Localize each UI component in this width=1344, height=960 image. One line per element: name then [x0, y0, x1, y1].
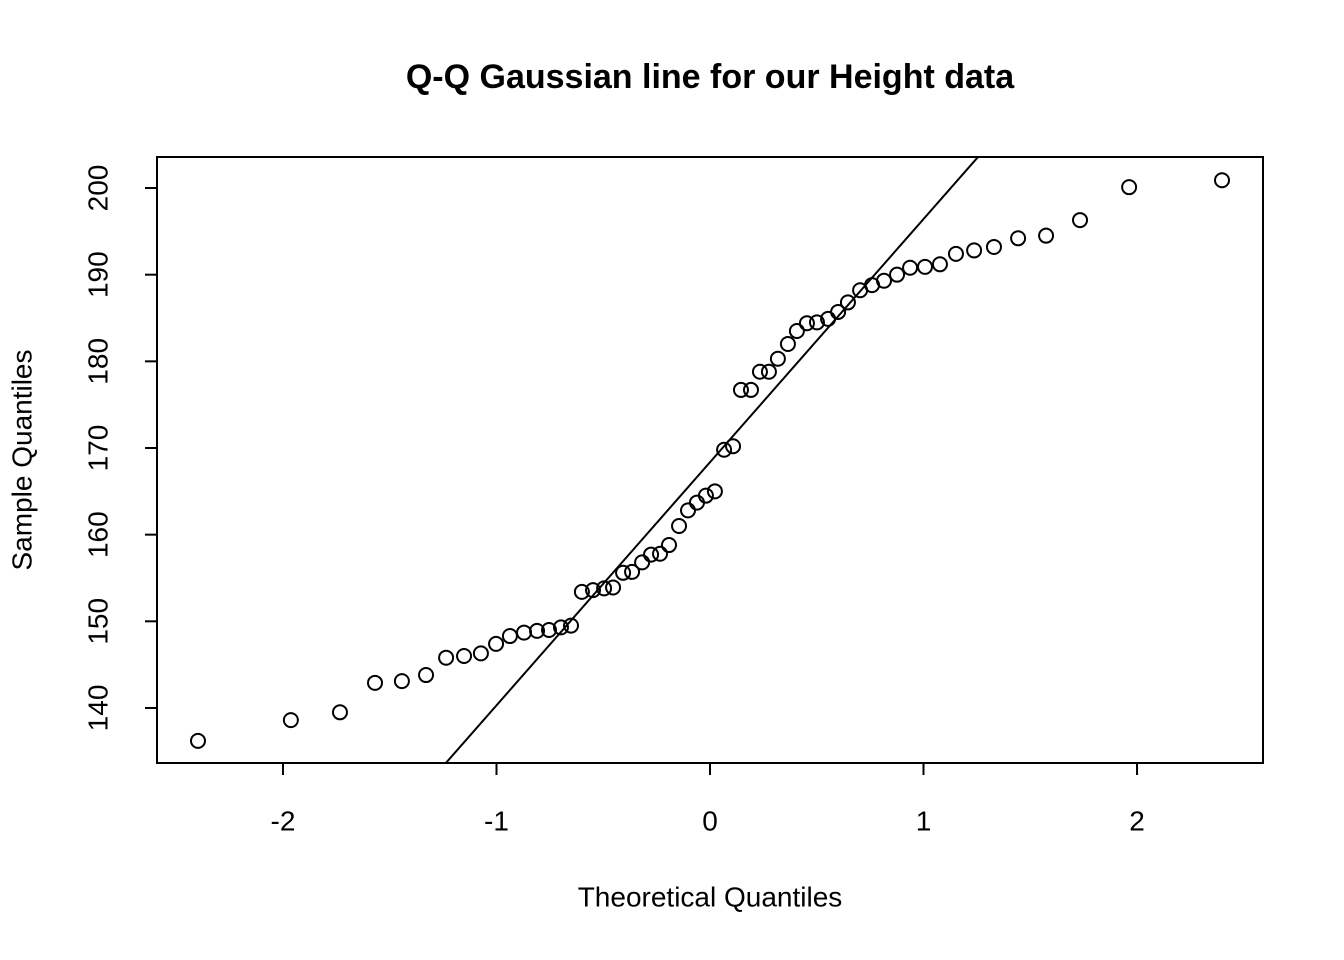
point: [839, 294, 856, 311]
point: [742, 381, 759, 398]
point: [725, 438, 742, 455]
x-tick-label: 2: [1129, 805, 1145, 836]
y-tick-label: 190: [82, 251, 113, 298]
point: [706, 483, 723, 500]
point: [947, 245, 964, 262]
point: [917, 258, 934, 275]
point: [472, 645, 489, 662]
point: [697, 487, 714, 504]
y-tick-label: 170: [82, 425, 113, 472]
x-tick-label: 0: [702, 805, 718, 836]
point: [541, 621, 558, 638]
point: [876, 272, 893, 289]
point: [516, 624, 533, 641]
point: [985, 238, 1002, 255]
y-axis-label: Sample Quantiles: [6, 349, 37, 570]
point: [366, 674, 383, 691]
point: [680, 502, 697, 519]
chart-title: Q-Q Gaussian line for our Height data: [406, 58, 1015, 96]
point: [931, 256, 948, 273]
point: [661, 537, 678, 554]
point: [418, 667, 435, 684]
point: [605, 579, 622, 596]
point: [331, 704, 348, 721]
point: [769, 350, 786, 367]
x-axis-label: Theoretical Quantiles: [578, 881, 843, 912]
point: [688, 494, 705, 511]
point: [652, 545, 669, 562]
point: [751, 363, 768, 380]
point: [596, 580, 613, 597]
x-tick-label: -1: [484, 805, 509, 836]
point: [760, 363, 777, 380]
plot-frame: [156, 156, 1264, 764]
point: [889, 266, 906, 283]
point: [643, 546, 660, 563]
y-tick-label: 160: [82, 511, 113, 558]
y-tick-label: 150: [82, 598, 113, 645]
point: [808, 314, 825, 331]
y-tick-label: 180: [82, 338, 113, 385]
point: [501, 628, 518, 645]
point: [634, 554, 651, 571]
point: [1072, 212, 1089, 229]
x-tick-label: -2: [271, 805, 296, 836]
plot-area: [189, 157, 1231, 763]
point: [189, 732, 206, 749]
y-tick-label: 200: [82, 165, 113, 212]
point: [563, 617, 580, 634]
point: [438, 649, 455, 666]
point: [1038, 227, 1055, 244]
point: [573, 583, 590, 600]
point: [966, 242, 983, 259]
point: [282, 712, 299, 729]
point: [552, 619, 569, 636]
point: [1121, 179, 1138, 196]
point: [529, 622, 546, 639]
point: [488, 635, 505, 652]
x-tick-label: 1: [916, 805, 932, 836]
point: [615, 564, 632, 581]
point: [902, 259, 919, 276]
reference-line: [444, 157, 980, 763]
point: [584, 582, 601, 599]
point: [716, 441, 733, 458]
point: [393, 673, 410, 690]
point: [624, 563, 641, 580]
point: [830, 303, 847, 320]
y-tick-label: 140: [82, 685, 113, 732]
point: [788, 323, 805, 340]
point: [798, 315, 815, 332]
point: [671, 517, 688, 534]
point: [779, 336, 796, 353]
point: [1214, 172, 1231, 189]
point: [456, 647, 473, 664]
point: [732, 381, 749, 398]
point: [1010, 230, 1027, 247]
